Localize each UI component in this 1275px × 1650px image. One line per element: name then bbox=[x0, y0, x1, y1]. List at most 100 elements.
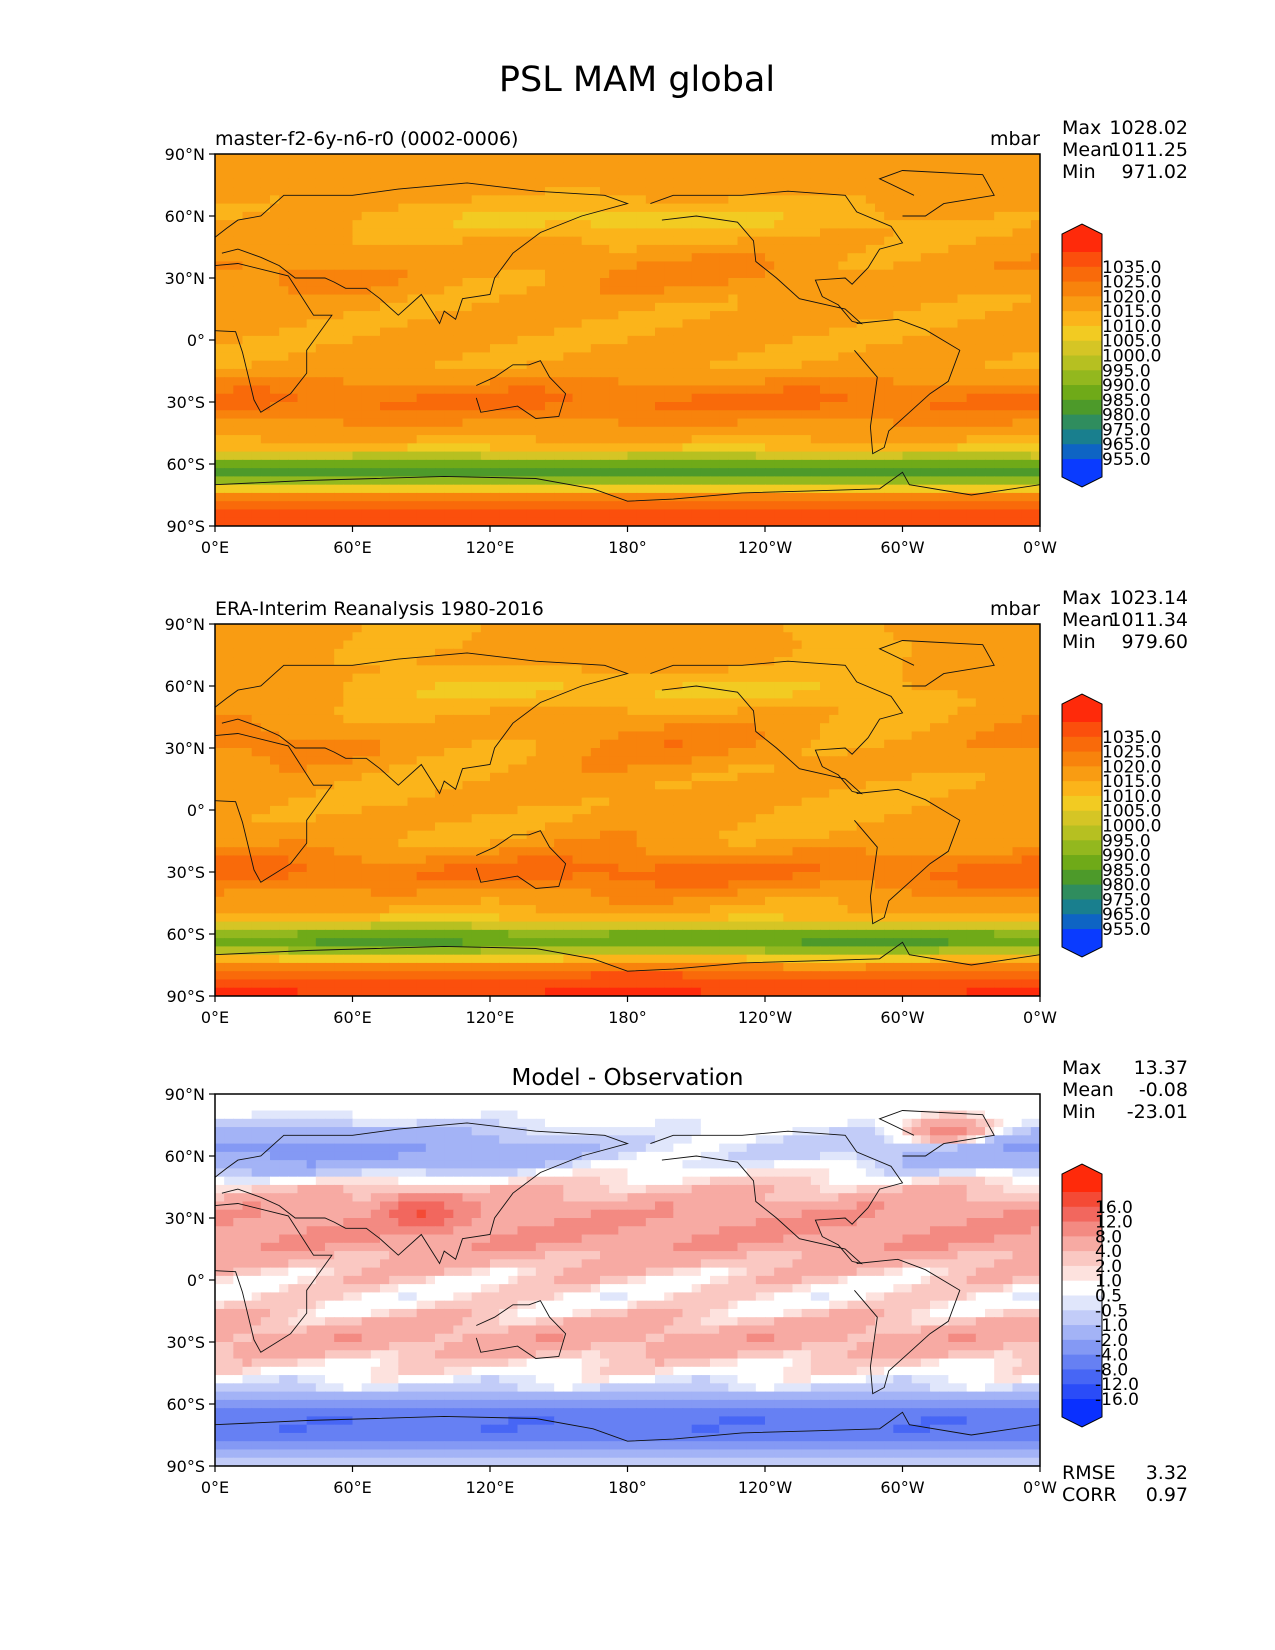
stat-label-mean: Mean bbox=[1062, 1079, 1114, 1101]
colorbar-segment bbox=[1062, 751, 1102, 767]
lon-tick-label: 60°W bbox=[880, 538, 924, 557]
colorbar-extend-bottom bbox=[1062, 459, 1102, 487]
colorbar-segment bbox=[1062, 325, 1102, 342]
lat-tick-label: 90°N bbox=[165, 1085, 205, 1104]
colorbar-label: 985.0 bbox=[1102, 861, 1151, 881]
stat-value-rmse: 3.32 bbox=[1146, 1462, 1188, 1484]
lon-tick-label: 120°E bbox=[466, 1478, 515, 1497]
colorbar-label: 0.5 bbox=[1095, 1287, 1122, 1307]
colorbar-extend-top bbox=[1062, 694, 1102, 722]
colorbar-segment bbox=[1062, 1251, 1102, 1267]
colorbar-label: 1025.0 bbox=[1102, 743, 1161, 763]
colorbar-label: 995.0 bbox=[1102, 831, 1151, 851]
colorbar-label: 975.0 bbox=[1102, 420, 1151, 440]
colorbar-label: 1005.0 bbox=[1102, 332, 1161, 352]
panel-diff: Model - Observation Max 13.37 Mean -0.08 Min -… bbox=[165, 1057, 1188, 1506]
panel-model: master-f2-6y-n6-r0 (0002-0006) mbar Max 102… bbox=[165, 117, 1188, 557]
lon-tick-label: 0°W bbox=[1023, 1008, 1057, 1027]
colorbar: 16.012.08.04.02.01.00.5-0.5-1.0-2.0-4.0-… bbox=[1061, 1163, 1139, 1428]
stat-value-min: -23.01 bbox=[1127, 1101, 1188, 1123]
colorbar-label: 8.0 bbox=[1095, 1227, 1122, 1247]
lon-tick-label: 180° bbox=[608, 538, 647, 557]
stat-label-min: Min bbox=[1062, 161, 1096, 183]
lat-tick-label: 30°S bbox=[166, 393, 205, 412]
colorbar-label: 1025.0 bbox=[1102, 273, 1161, 293]
lon-tick-label: 60°E bbox=[333, 1478, 371, 1497]
colorbar-segment bbox=[1062, 1354, 1102, 1370]
colorbar-segment bbox=[1062, 855, 1102, 871]
colorbar-segment bbox=[1062, 1206, 1102, 1223]
lon-tick-label: 60°E bbox=[333, 538, 371, 557]
stat-label-corr: CORR bbox=[1062, 1484, 1117, 1506]
panel-obs: ERA-Interim Reanalysis 1980-2016 mbar Max 1… bbox=[165, 587, 1188, 1027]
colorbar-extend-bottom bbox=[1062, 929, 1102, 957]
lon-tick-label: 0°E bbox=[201, 538, 229, 557]
stat-label-max: Max bbox=[1062, 587, 1101, 609]
stat-value-min: 979.60 bbox=[1122, 631, 1188, 653]
panel-units: mbar bbox=[990, 128, 1040, 150]
lat-tick-label: 60°N bbox=[165, 677, 205, 696]
lat-tick-label: 30°N bbox=[165, 739, 205, 758]
panel-left-title: ERA-Interim Reanalysis 1980-2016 bbox=[215, 598, 544, 620]
colorbar-segment bbox=[1062, 1384, 1102, 1400]
lon-tick-label: 0°E bbox=[201, 1008, 229, 1027]
colorbar-segment bbox=[1062, 1295, 1102, 1311]
stat-label-rmse: RMSE bbox=[1062, 1462, 1116, 1484]
stat-label-min: Min bbox=[1062, 1101, 1096, 1123]
colorbar-segment bbox=[1062, 914, 1102, 930]
stat-value-mean: 1011.34 bbox=[1109, 609, 1188, 631]
colorbar-extend-top bbox=[1062, 224, 1102, 252]
lat-tick-label: 90°S bbox=[166, 517, 205, 536]
colorbar-extend-top bbox=[1062, 1164, 1102, 1192]
colorbar-segment bbox=[1062, 781, 1102, 797]
lat-tick-label: 90°S bbox=[166, 1457, 205, 1476]
lat-tick-label: 30°N bbox=[165, 269, 205, 288]
coastlines bbox=[215, 170, 1040, 502]
colorbar-label: 990.0 bbox=[1102, 846, 1151, 866]
colorbar-segment bbox=[1062, 869, 1102, 886]
colorbar-segment bbox=[1062, 722, 1102, 738]
lon-tick-label: 120°W bbox=[738, 1008, 793, 1027]
lat-tick-label: 60°N bbox=[165, 207, 205, 226]
lon-tick-label: 0°E bbox=[201, 1478, 229, 1497]
colorbar-label: 1035.0 bbox=[1102, 258, 1161, 278]
colorbar-label: 1010.0 bbox=[1102, 317, 1161, 337]
colorbar-label: 980.0 bbox=[1102, 876, 1151, 896]
stat-label-min: Min bbox=[1062, 631, 1096, 653]
lon-tick-label: 120°W bbox=[738, 1478, 793, 1497]
colorbar-segment bbox=[1062, 311, 1102, 327]
colorbar-segment bbox=[1062, 1280, 1102, 1296]
colorbar-segment bbox=[1062, 414, 1102, 430]
lon-tick-label: 180° bbox=[608, 1008, 647, 1027]
stat-value-min: 971.02 bbox=[1122, 161, 1188, 183]
lon-tick-label: 60°W bbox=[880, 1478, 924, 1497]
colorbar-label: 955.0 bbox=[1102, 920, 1151, 940]
colorbar-segment bbox=[1062, 385, 1102, 401]
colorbar-segment bbox=[1062, 340, 1102, 356]
lat-tick-label: 0° bbox=[187, 1271, 205, 1290]
colorbar-label: 1020.0 bbox=[1102, 287, 1161, 307]
lon-tick-label: 120°E bbox=[466, 1008, 515, 1027]
stat-value-corr: 0.97 bbox=[1146, 1484, 1188, 1506]
stat-value-max: 1028.02 bbox=[1109, 117, 1188, 139]
colorbar-label: 995.0 bbox=[1102, 361, 1151, 381]
lon-tick-label: 120°E bbox=[466, 538, 515, 557]
colorbar-label: 1005.0 bbox=[1102, 802, 1161, 822]
colorbar-label: -8.0 bbox=[1095, 1360, 1128, 1380]
colorbar-segment bbox=[1062, 840, 1102, 856]
colorbar-segment bbox=[1062, 1236, 1102, 1252]
coastlines bbox=[215, 640, 1040, 972]
colorbar-segment bbox=[1062, 281, 1102, 297]
colorbar-segment bbox=[1062, 1192, 1102, 1208]
stat-label-max: Max bbox=[1062, 117, 1101, 139]
colorbar-label: 1035.0 bbox=[1102, 728, 1161, 748]
colorbar-label: 985.0 bbox=[1102, 391, 1151, 411]
colorbar-label: 1015.0 bbox=[1102, 772, 1161, 792]
lat-tick-label: 60°N bbox=[165, 1147, 205, 1166]
colorbar-label: 1020.0 bbox=[1102, 757, 1161, 777]
colorbar-segment bbox=[1062, 1221, 1102, 1237]
lon-tick-label: 60°W bbox=[880, 1008, 924, 1027]
stat-value-max: 1023.14 bbox=[1109, 587, 1188, 609]
colorbar-label: 16.0 bbox=[1095, 1198, 1133, 1218]
